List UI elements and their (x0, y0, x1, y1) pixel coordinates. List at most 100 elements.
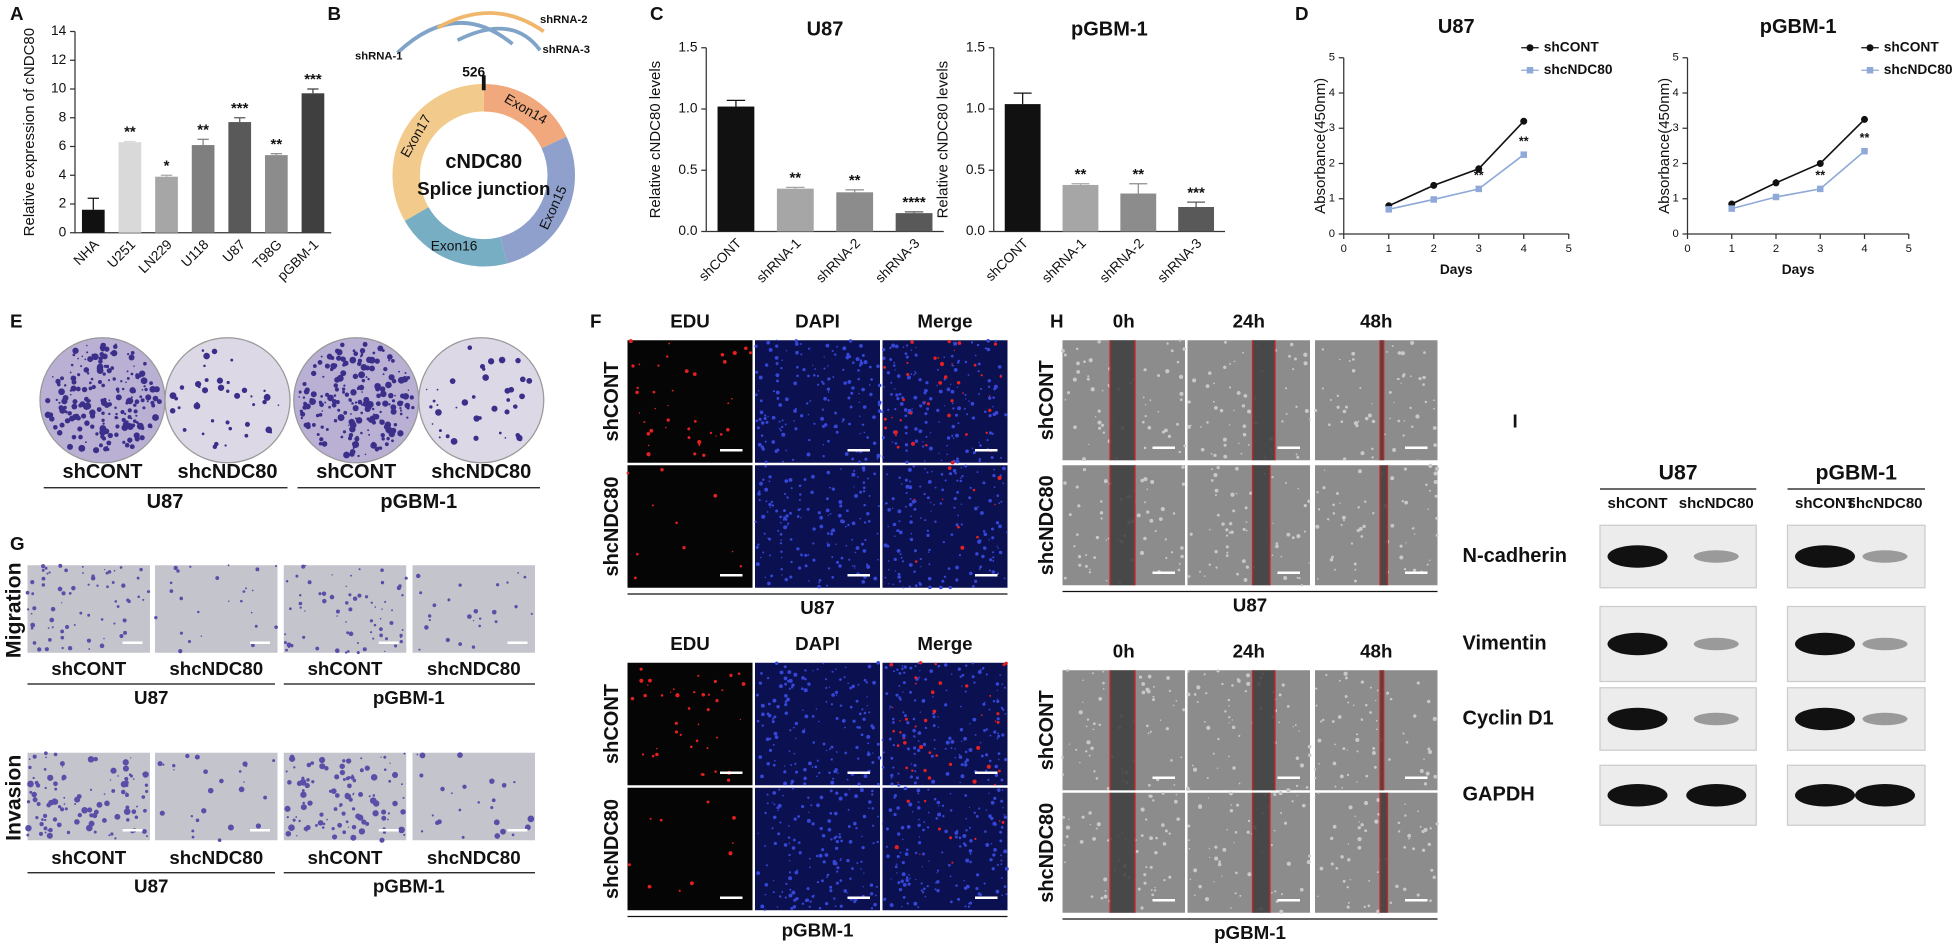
cell-texture (1404, 501, 1408, 505)
nucleus (789, 512, 792, 515)
nucleus (772, 827, 774, 829)
nucleus (850, 706, 853, 709)
nucleus (835, 847, 838, 850)
nucleus (922, 853, 925, 856)
colony (72, 348, 78, 354)
nucleus (946, 741, 950, 745)
cell-stain (286, 831, 292, 837)
nucleus (977, 471, 979, 473)
cell-texture (1102, 671, 1104, 673)
nucleus (992, 406, 994, 408)
nucleus (781, 359, 783, 361)
x-tick-label: 2 (1773, 243, 1779, 255)
edu-signal (997, 721, 1000, 724)
cell-texture (1347, 886, 1349, 888)
cell-texture (1433, 717, 1437, 721)
nucleus (842, 421, 844, 423)
colony (312, 372, 315, 375)
cell-stain (110, 768, 116, 774)
nucleus (856, 862, 858, 864)
cell-texture (1389, 391, 1392, 394)
edu-signal (727, 402, 729, 404)
colony (379, 419, 384, 424)
cell-texture (1098, 410, 1101, 413)
cell-label: pGBM-1 (1214, 922, 1286, 943)
nucleus (917, 824, 920, 827)
cell-stain (35, 816, 38, 819)
colony (82, 356, 84, 358)
nucleus (849, 339, 852, 342)
nucleus (903, 346, 904, 347)
nucleus (866, 512, 869, 515)
nucleus (826, 508, 830, 512)
cell-texture (1187, 693, 1191, 697)
nucleus (760, 672, 763, 675)
nucleus (938, 727, 939, 728)
nucleus (977, 344, 979, 346)
colony (131, 424, 135, 428)
cell-stain (355, 814, 360, 819)
cell-stain (94, 831, 97, 834)
micrograph (755, 465, 880, 588)
colony (368, 417, 374, 423)
edu-signal (706, 747, 708, 749)
colony (74, 377, 76, 379)
nucleus (812, 559, 815, 562)
nucleus (900, 402, 904, 406)
x-tick-label: pGBM-1 (275, 237, 322, 284)
colony (321, 356, 323, 358)
cell-stain (373, 800, 379, 806)
cell-stain (419, 591, 422, 594)
cell-texture (1150, 399, 1152, 401)
nucleus (901, 483, 903, 485)
colony (115, 413, 117, 415)
edu-signal (892, 707, 893, 708)
cell-stain (42, 583, 45, 586)
nucleus (918, 841, 921, 844)
cell-texture (1064, 354, 1067, 357)
cell-texture (1360, 451, 1364, 455)
x-tick-label: shRNA-1 (754, 236, 804, 286)
cell-texture (1403, 846, 1406, 849)
micrograph (284, 565, 407, 653)
nucleus (956, 480, 958, 482)
colony (90, 424, 94, 428)
nucleus (888, 569, 890, 571)
nucleus (895, 865, 898, 868)
nucleus (867, 752, 871, 756)
colony (60, 376, 64, 380)
cell-stain (31, 592, 34, 595)
nucleus (792, 787, 794, 789)
nucleus (991, 801, 995, 805)
cell-texture (1296, 456, 1299, 459)
cell-texture (1402, 500, 1404, 502)
cell-stain (58, 587, 63, 592)
nucleus (951, 740, 955, 744)
nucleus (808, 439, 810, 441)
colony (56, 399, 58, 401)
nucleus (902, 734, 906, 738)
edu-signal (965, 433, 968, 436)
edu-signal (639, 679, 643, 683)
nucleus (762, 479, 764, 481)
colony (482, 374, 489, 381)
nucleus (986, 673, 988, 675)
cell-texture (1393, 402, 1394, 403)
edu-signal (637, 387, 639, 389)
nucleus (1002, 483, 1004, 485)
cell-texture (1086, 740, 1090, 744)
edu-signal (647, 432, 651, 436)
nucleus (870, 892, 873, 895)
nucleus (917, 806, 921, 810)
nucleus (774, 842, 777, 845)
colony (398, 371, 400, 373)
nucleus (759, 499, 761, 501)
colony (71, 364, 74, 367)
nucleus (779, 428, 781, 430)
colony (349, 357, 356, 364)
cell-texture (1435, 467, 1439, 471)
cell-stain (63, 797, 65, 799)
nucleus (807, 453, 811, 457)
colony (224, 444, 226, 446)
cell-stain (78, 813, 82, 817)
